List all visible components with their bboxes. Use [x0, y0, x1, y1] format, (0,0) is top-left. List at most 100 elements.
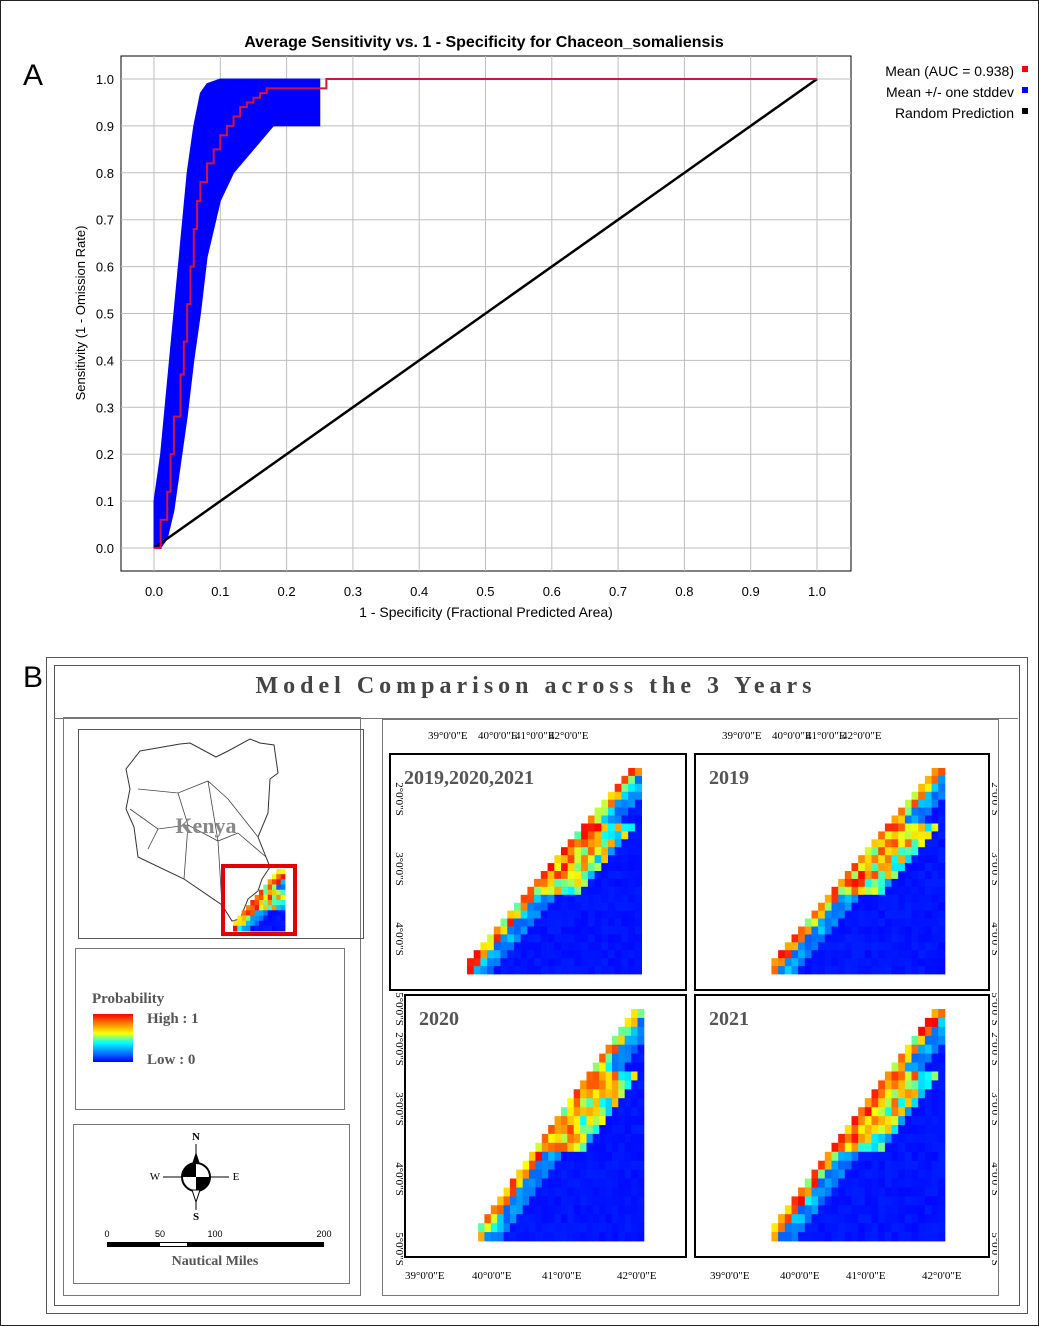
heat-cell	[844, 1187, 852, 1197]
heat-cell	[804, 926, 812, 935]
heat-cell	[924, 791, 932, 801]
heat-cell	[804, 1223, 812, 1233]
heat-cell	[547, 886, 555, 896]
heat-cell	[259, 889, 264, 896]
heat-cell	[592, 1187, 600, 1197]
heat-cell	[561, 1142, 568, 1153]
heat-cell	[541, 1142, 549, 1153]
heat-cell	[891, 1133, 899, 1144]
heat-cell	[931, 799, 939, 808]
heat-cell	[246, 905, 251, 911]
heat-cell	[891, 958, 899, 967]
heat-cell	[507, 934, 515, 943]
heat-cell	[891, 847, 899, 856]
heat-cell	[605, 1116, 613, 1126]
heat-cell	[490, 1205, 498, 1215]
heat-cell	[573, 1214, 581, 1224]
heat-cell	[838, 942, 846, 951]
heat-cell	[831, 950, 839, 959]
heat-cell	[938, 791, 946, 801]
heat-cell	[497, 1214, 504, 1224]
heat-cell	[634, 926, 642, 935]
heat-cell	[884, 910, 892, 919]
heat-cell	[931, 1116, 939, 1126]
heat-cell	[478, 1232, 485, 1242]
heat-cell	[634, 902, 642, 911]
heat-cell	[931, 775, 939, 785]
heat-cell	[931, 1080, 939, 1090]
heat-cell	[918, 1133, 926, 1144]
scale-tick-0: 0	[104, 1229, 109, 1239]
heat-cell	[624, 1196, 632, 1206]
heat-cell	[581, 886, 589, 896]
heat-cell	[884, 1098, 892, 1108]
heat-cell	[250, 900, 255, 906]
heat-cell	[608, 934, 616, 943]
heat-cell	[561, 1116, 568, 1126]
compass-n: N	[192, 1131, 200, 1143]
heat-cell	[871, 894, 879, 904]
heat-cell	[503, 1196, 511, 1206]
heat-cell	[637, 1125, 645, 1135]
heat-cell	[276, 925, 281, 932]
heat-cell	[904, 799, 912, 808]
heat-cell	[586, 1160, 594, 1170]
heat-cell	[267, 920, 273, 927]
heat-cell	[898, 1205, 906, 1215]
heat-cell	[497, 1205, 504, 1215]
heat-cell	[601, 831, 609, 840]
heat-cell	[918, 878, 926, 888]
heat-cell	[918, 1080, 926, 1090]
heat-cell	[254, 905, 260, 911]
heat-cell	[858, 958, 866, 967]
heat-cell	[540, 958, 548, 967]
heat-cell	[561, 863, 569, 872]
heat-cell	[514, 942, 522, 951]
heat-cell	[554, 1214, 562, 1224]
series-lines	[153, 77, 818, 550]
heat-cell	[918, 902, 926, 911]
heat-cell	[516, 1187, 524, 1197]
heat-cell	[587, 958, 595, 967]
heat-cell	[637, 1187, 645, 1197]
heat-cell	[838, 1169, 846, 1179]
heat-cell	[567, 902, 575, 911]
heat-cell	[898, 1196, 906, 1206]
heat-cell	[831, 886, 839, 896]
heat-cell	[904, 815, 912, 824]
heat-cell	[891, 950, 899, 959]
heat-cell	[931, 863, 939, 872]
heat-cell	[884, 950, 892, 959]
heat-cell	[624, 1026, 632, 1037]
heat-cell	[594, 918, 602, 927]
heat-cell	[878, 1125, 886, 1135]
heat-cell	[778, 966, 786, 975]
heat-cell	[931, 942, 939, 951]
heat-cell	[608, 942, 616, 951]
heat-cell	[918, 847, 926, 856]
heat-cell	[614, 855, 622, 864]
x-tick-label: 0.4	[410, 584, 428, 599]
heat-cell	[931, 1178, 939, 1188]
heat-cell	[831, 958, 839, 967]
heat-cell	[871, 847, 879, 856]
heat-cell	[624, 1125, 632, 1135]
heat-cell	[599, 1062, 606, 1072]
heat-cell	[554, 1160, 562, 1170]
heat-cell	[608, 886, 616, 896]
heat-cell	[824, 950, 832, 959]
heat-cell	[580, 1196, 587, 1206]
heat-cell	[581, 863, 589, 872]
heat-cell	[587, 966, 595, 975]
heat-cell	[858, 910, 866, 919]
heat-cell	[587, 918, 595, 927]
heat-cell	[904, 823, 912, 832]
heat-cell	[884, 1116, 892, 1126]
heat-cell	[918, 839, 926, 848]
heat-cell	[924, 878, 932, 888]
heat-cell	[624, 1169, 632, 1179]
heat-cell	[280, 900, 286, 906]
heat-cell	[938, 839, 946, 848]
heat-cell	[592, 1133, 600, 1144]
y-tick-label: 0.2	[96, 447, 114, 462]
